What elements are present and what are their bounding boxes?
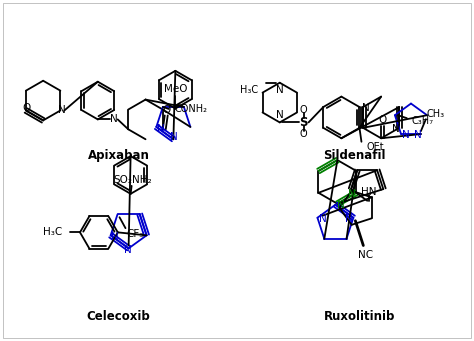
Text: N: N [58, 105, 66, 116]
Text: SO₂NH₂: SO₂NH₂ [113, 175, 152, 185]
Text: S: S [300, 116, 308, 129]
Text: Celecoxib: Celecoxib [87, 310, 151, 323]
Text: CONH₂: CONH₂ [174, 104, 207, 114]
Text: HN: HN [362, 187, 377, 197]
Text: O: O [22, 103, 31, 113]
Text: MeO: MeO [164, 84, 187, 94]
Text: N: N [362, 103, 370, 113]
Text: CF₃: CF₃ [127, 229, 144, 239]
Text: N: N [171, 132, 178, 142]
Text: H₃C: H₃C [240, 85, 258, 95]
Text: O: O [163, 104, 171, 115]
Text: O: O [300, 129, 308, 139]
Text: N: N [348, 189, 356, 199]
Text: C₃H₇: C₃H₇ [412, 116, 434, 126]
Text: N: N [345, 214, 352, 224]
Text: O: O [300, 105, 308, 116]
Text: N: N [392, 124, 400, 134]
Text: Ruxolitinib: Ruxolitinib [324, 310, 395, 323]
Text: N: N [157, 124, 165, 134]
Text: NC: NC [358, 250, 373, 261]
Text: N: N [337, 200, 344, 210]
Text: N: N [111, 232, 118, 242]
Text: O: O [378, 115, 386, 125]
Text: N: N [124, 245, 131, 255]
Text: N: N [414, 130, 422, 140]
Text: CH₃: CH₃ [427, 109, 445, 119]
Text: Sildenafil: Sildenafil [323, 149, 385, 162]
Text: N: N [402, 130, 410, 140]
Text: Apixaban: Apixaban [88, 149, 150, 162]
Text: N: N [276, 85, 283, 95]
Text: N: N [110, 115, 118, 124]
Text: N: N [319, 214, 326, 224]
Text: OEt: OEt [366, 142, 384, 152]
Text: N: N [276, 110, 283, 120]
Text: H₃C: H₃C [43, 227, 62, 237]
